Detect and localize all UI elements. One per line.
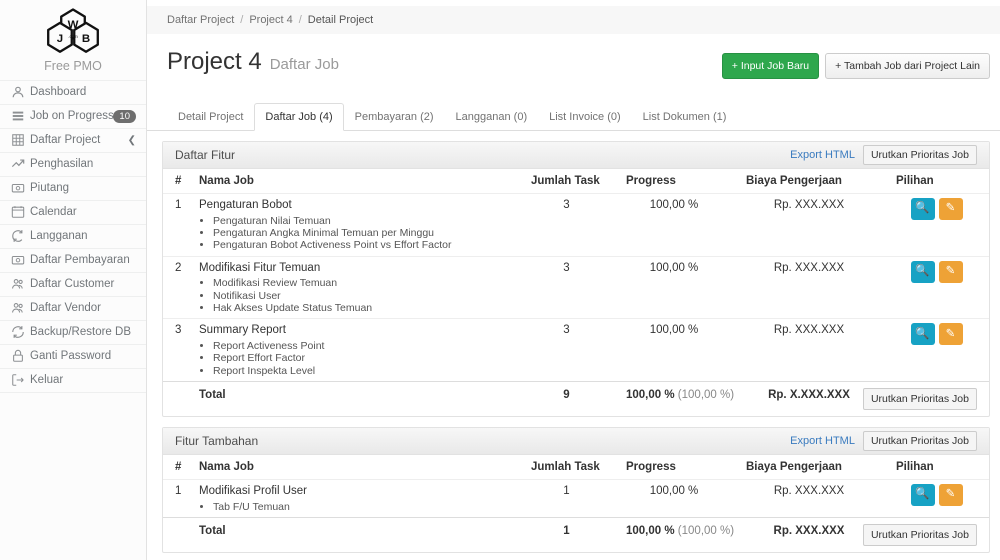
- svg-text:B: B: [82, 33, 90, 45]
- svg-text:W: W: [68, 19, 79, 31]
- svg-text:.com: .com: [68, 34, 78, 39]
- svg-text:J: J: [57, 33, 63, 45]
